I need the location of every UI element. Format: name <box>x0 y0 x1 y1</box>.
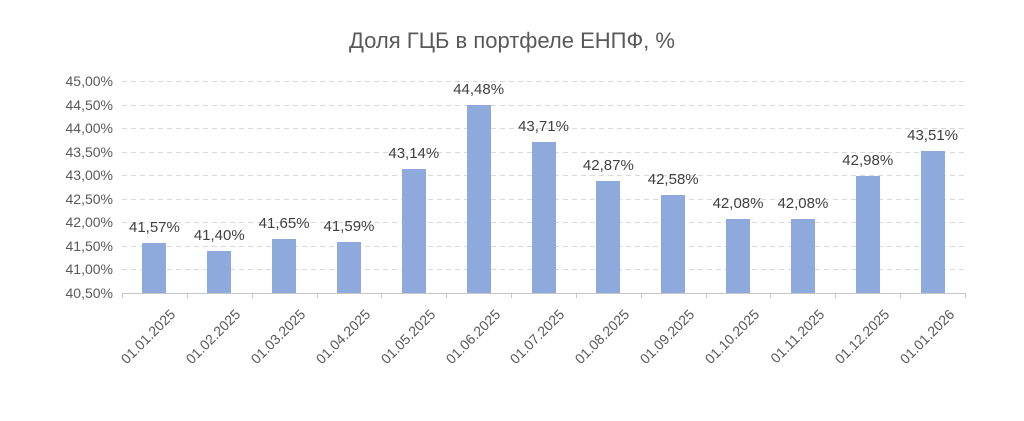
y-axis-tick-label: 44,00% <box>65 120 113 137</box>
x-axis-tick <box>835 293 836 298</box>
data-label: 42,98% <box>842 152 894 170</box>
y-axis-tick-label: 41,50% <box>65 237 113 254</box>
bar-01.01.2025 <box>142 242 167 293</box>
x-axis-tick-label: 01.11.2025 <box>767 306 828 367</box>
x-axis-tick <box>252 293 253 298</box>
bar-01.09.2025 <box>661 195 686 293</box>
y-axis-tick-label: 43,50% <box>65 143 113 160</box>
data-label: 42,58% <box>647 171 699 188</box>
x-axis-tick <box>965 293 966 298</box>
bar-01.11.2025 <box>790 218 815 293</box>
x-axis-tick-label: 01.02.2025 <box>182 306 244 367</box>
bar-01.06.2025 <box>466 105 491 293</box>
x-axis-tick <box>641 293 642 298</box>
x-axis-line <box>122 293 965 294</box>
bar-01.02.2025 <box>207 250 232 293</box>
data-label: 42,08% <box>777 194 829 212</box>
bar-01.04.2025 <box>336 241 361 293</box>
x-axis-tick-label: 01.12.2025 <box>831 306 893 367</box>
x-axis-tick <box>122 293 123 298</box>
x-axis-tick-label: 01.07.2025 <box>506 306 568 367</box>
data-label: 41,65% <box>258 214 310 232</box>
y-axis-tick-label: 43,00% <box>65 167 113 184</box>
chart-title: Доля ГЦБ в портфеле ЕНПФ, % <box>349 28 675 53</box>
data-label: 44,48% <box>453 81 505 99</box>
bar-01.05.2025 <box>401 168 426 293</box>
data-label: 42,08% <box>712 194 764 212</box>
x-axis-tick-label: 01.05.2025 <box>377 306 439 367</box>
y-axis-tick-label: 40,50% <box>65 285 113 301</box>
bar-01.10.2025 <box>726 218 751 293</box>
x-axis-tick <box>187 293 188 298</box>
x-axis-tick-label: 01.10.2025 <box>701 306 763 367</box>
data-label: 42,87% <box>582 157 634 175</box>
x-axis-tick <box>576 293 577 298</box>
bar-01.01.2026 <box>920 151 945 293</box>
x-axis-tick-label: 01.09.2025 <box>636 306 698 367</box>
x-axis-tick <box>770 293 771 298</box>
data-label: 43,51% <box>907 127 958 145</box>
x-axis-tick <box>706 293 707 298</box>
y-axis-tick-label: 44,50% <box>65 96 113 113</box>
bar-01.08.2025 <box>596 181 621 293</box>
x-axis-tick <box>317 293 318 298</box>
data-label: 43,14% <box>388 144 440 162</box>
y-axis-tick-label: 42,50% <box>65 190 113 207</box>
x-axis-tick-label: 01.01.2025 <box>117 306 179 367</box>
data-label: 41,59% <box>323 217 375 235</box>
bar-01.03.2025 <box>272 238 297 293</box>
x-axis-tick-label: 01.04.2025 <box>312 306 374 367</box>
x-axis-tick-label: 01.08.2025 <box>571 306 633 367</box>
data-label: 41,57% <box>128 218 180 236</box>
x-axis-tick-label: 01.06.2025 <box>442 306 503 367</box>
gridline <box>122 105 965 106</box>
y-axis-tick-label: 41,00% <box>65 261 113 278</box>
x-axis-tick <box>511 293 512 298</box>
bar-01.12.2025 <box>855 176 880 293</box>
gridline <box>122 128 965 129</box>
x-axis-tick <box>446 293 447 298</box>
x-axis-tick-label: 01.01.2026 <box>896 306 957 367</box>
x-axis-tick-label: 01.03.2025 <box>247 306 309 367</box>
y-axis-tick-label: 45,00% <box>65 73 113 89</box>
bar-01.07.2025 <box>531 141 556 293</box>
x-axis-tick <box>381 293 382 298</box>
x-axis-tick <box>900 293 901 298</box>
y-axis-tick-label: 42,00% <box>65 214 113 231</box>
gridline <box>122 81 965 82</box>
data-label: 43,71% <box>518 117 569 135</box>
data-label: 41,40% <box>193 226 245 244</box>
